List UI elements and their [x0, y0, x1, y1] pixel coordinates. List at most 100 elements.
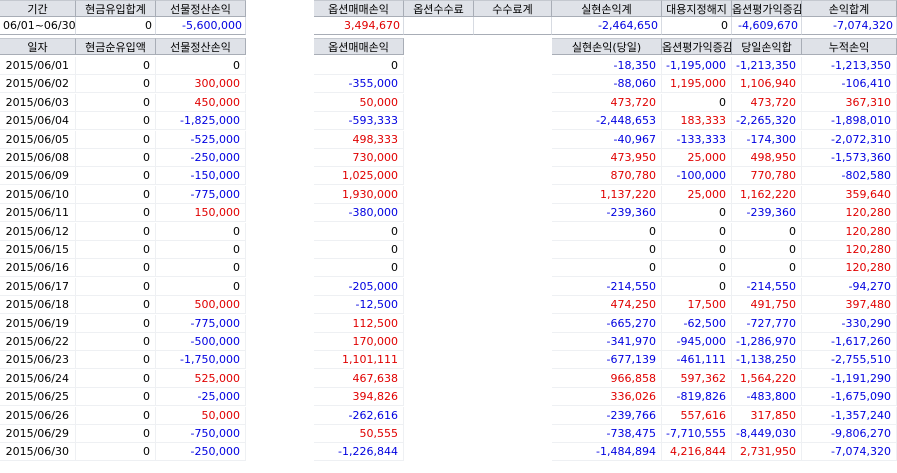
table-row[interactable]: 2015/06/12 0 0 0 0 0 0 120,280	[0, 222, 897, 241]
cell-option-eval-change: 25,000	[662, 185, 732, 204]
cell-futures-settle: -525,000	[156, 130, 246, 149]
cell-daily-pnl: -2,265,320	[732, 112, 802, 131]
cell-option-trade: 1,101,111	[314, 351, 404, 370]
cell-cumulative-pnl: -2,072,310	[802, 130, 897, 149]
table-row[interactable]: 2015/06/25 0 -25,000 394,826 336,026 -819,826…	[0, 388, 897, 407]
cell-option-trade: 0	[314, 222, 404, 241]
cell-futures-settle: 450,000	[156, 93, 246, 112]
table-row[interactable]: 2015/06/15 0 0 0 0 0 0 120,280	[0, 241, 897, 259]
cell-option-eval-change: 0	[662, 277, 732, 296]
cell-futures-settle: 150,000	[156, 204, 246, 223]
cell-cash-net-in: 0	[76, 185, 156, 204]
table-row[interactable]: 2015/06/18 0 500,000 -12,500 474,250 17,500 49…	[0, 296, 897, 315]
summary-period: 06/01~06/30	[0, 17, 76, 35]
detail-header-realized-daily: 실현손익(당일)	[552, 38, 662, 55]
cell-cash-net-in: 0	[76, 259, 156, 278]
cell-futures-settle: -150,000	[156, 167, 246, 186]
table-row[interactable]: 2015/06/03 0 450,000 50,000 473,720 0 473,720 3…	[0, 93, 897, 112]
cell-cumulative-pnl: 359,640	[802, 185, 897, 204]
detail-header-option-eval-change: 옵션평가익증감	[662, 38, 732, 55]
cell-option-trade: 0	[314, 241, 404, 259]
cell-option-eval-change: 597,362	[662, 369, 732, 388]
cell-futures-settle: 300,000	[156, 75, 246, 94]
cell-realized-daily: 336,026	[552, 388, 662, 407]
cell-option-trade: 498,333	[314, 130, 404, 149]
cell-date: 2015/06/05	[0, 130, 76, 149]
cell-cumulative-pnl: 120,280	[802, 241, 897, 259]
table-row[interactable]: 2015/06/19 0 -775,000 112,500 -665,270 -62,50…	[0, 314, 897, 333]
cell-cash-net-in: 0	[76, 314, 156, 333]
table-row[interactable]: 2015/06/09 0 -150,000 1,025,000 870,780 -100,…	[0, 167, 897, 186]
summary-realized-total: -2,464,650	[552, 17, 662, 35]
table-row[interactable]: 2015/06/24 0 525,000 467,638 966,858 597,362 1…	[0, 369, 897, 388]
cell-option-trade: 394,826	[314, 388, 404, 407]
cell-futures-settle: 0	[156, 259, 246, 278]
cell-cash-net-in: 0	[76, 112, 156, 131]
table-row[interactable]: 2015/06/05 0 -525,000 498,333 -40,967 -133,33…	[0, 130, 897, 149]
summary-header-substitute-release: 대용지정해지	[662, 0, 732, 17]
cell-option-trade: -593,333	[314, 112, 404, 131]
cell-realized-daily: -677,139	[552, 351, 662, 370]
cell-option-eval-change: 0	[662, 93, 732, 112]
hidden-columns-gap	[404, 38, 552, 473]
cell-realized-daily: 1,137,220	[552, 185, 662, 204]
cell-option-trade: -355,000	[314, 75, 404, 94]
table-row[interactable]: 2015/06/08 0 -250,000 730,000 473,950 25,000 4…	[0, 149, 897, 167]
cell-option-trade: -262,616	[314, 406, 404, 425]
cell-futures-settle: -750,000	[156, 425, 246, 443]
summary-header-futures-settle: 선물정산손익	[156, 0, 246, 17]
summary-header-pnl-total: 손익합계	[802, 0, 897, 17]
table-row[interactable]: 2015/06/22 0 -500,000 170,000 -341,970 -945,0…	[0, 333, 897, 351]
cell-cash-net-in: 0	[76, 57, 156, 75]
table-row[interactable]: 2015/06/04 0 -1,825,000 -593,333 -2,448,653 1…	[0, 112, 897, 131]
cell-cumulative-pnl: -1,213,350	[802, 57, 897, 75]
detail-header-futures-settle: 선물정산손익	[156, 38, 246, 55]
cell-option-trade: 1,025,000	[314, 167, 404, 186]
cell-cash-net-in: 0	[76, 93, 156, 112]
cell-date: 2015/06/16	[0, 259, 76, 278]
cell-date: 2015/06/29	[0, 425, 76, 443]
cell-futures-settle: -250,000	[156, 149, 246, 167]
cell-realized-daily: -18,350	[552, 57, 662, 75]
cell-date: 2015/06/17	[0, 277, 76, 296]
cell-option-trade: -12,500	[314, 296, 404, 315]
cell-realized-daily: 474,250	[552, 296, 662, 315]
cell-cash-net-in: 0	[76, 167, 156, 186]
cell-date: 2015/06/15	[0, 241, 76, 259]
cell-realized-daily: 473,720	[552, 93, 662, 112]
table-row[interactable]: 2015/06/10 0 -775,000 1,930,000 1,137,220 25,…	[0, 185, 897, 204]
cell-cumulative-pnl: -106,410	[802, 75, 897, 94]
cell-date: 2015/06/24	[0, 369, 76, 388]
cell-cumulative-pnl: -7,074,320	[802, 443, 897, 462]
cell-option-trade: 50,000	[314, 93, 404, 112]
cell-realized-daily: 0	[552, 259, 662, 278]
summary-cash-in-total: 0	[76, 17, 156, 35]
table-row[interactable]: 2015/06/26 0 50,000 -262,616 -239,766 557,616…	[0, 406, 897, 425]
cell-realized-daily: 0	[552, 222, 662, 241]
cell-daily-pnl: -174,300	[732, 130, 802, 149]
cell-realized-daily: -214,550	[552, 277, 662, 296]
table-row[interactable]: 2015/06/02 0 300,000 -355,000 -88,060 1,195,0…	[0, 75, 897, 94]
table-row[interactable]: 2015/06/23 0 -1,750,000 1,101,111 -677,139 -4…	[0, 351, 897, 370]
cell-cumulative-pnl: 120,280	[802, 204, 897, 223]
table-row[interactable]: 2015/06/16 0 0 0 0 0 0 120,280	[0, 259, 897, 278]
cell-futures-settle: -500,000	[156, 333, 246, 351]
cell-date: 2015/06/30	[0, 443, 76, 462]
cell-date: 2015/06/01	[0, 57, 76, 75]
summary-header-option-eval-change: 옵션평가익증감	[732, 0, 802, 17]
cell-cash-net-in: 0	[76, 443, 156, 462]
detail-header-cumulative-pnl: 누적손익	[802, 38, 897, 55]
cell-futures-settle: -775,000	[156, 185, 246, 204]
cell-realized-daily: -341,970	[552, 333, 662, 351]
table-row[interactable]: 2015/06/29 0 -750,000 50,555 -738,475 -7,710,…	[0, 425, 897, 443]
cell-cash-net-in: 0	[76, 406, 156, 425]
table-row[interactable]: 2015/06/17 0 0 -205,000 -214,550 0 -214,550 -94…	[0, 277, 897, 296]
cell-option-trade: 1,930,000	[314, 185, 404, 204]
cell-realized-daily: 870,780	[552, 167, 662, 186]
cell-cash-net-in: 0	[76, 149, 156, 167]
cell-option-eval-change: 0	[662, 222, 732, 241]
table-row[interactable]: 2015/06/30 0 -250,000 -1,226,844 -1,484,894 4…	[0, 443, 897, 462]
cell-cash-net-in: 0	[76, 75, 156, 94]
cell-daily-pnl: -8,449,030	[732, 425, 802, 443]
cell-realized-daily: -40,967	[552, 130, 662, 149]
